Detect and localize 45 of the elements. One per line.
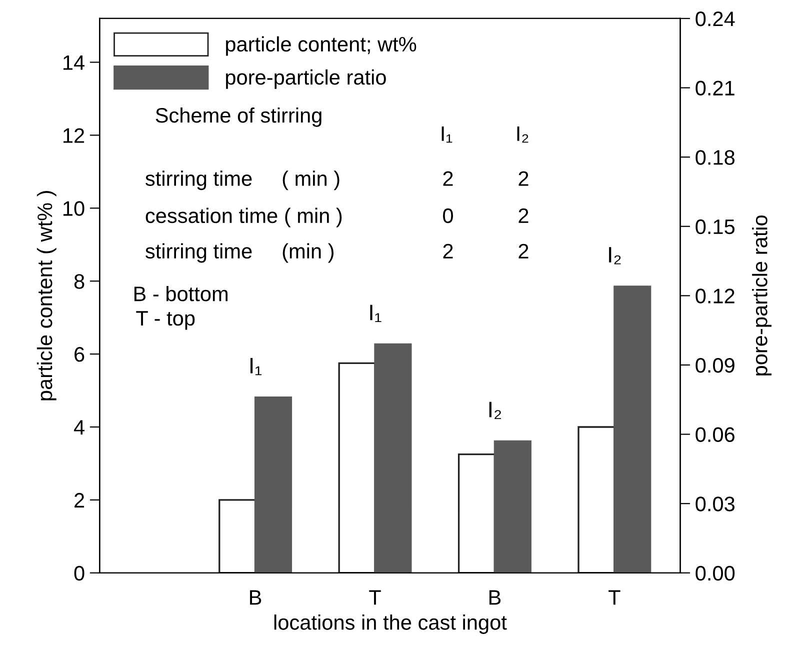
annotation: I₁ [370,304,382,322]
legend-label: particle content; wt% [226,36,416,56]
annotation: I₁ [442,126,452,143]
y-tick-label: 6 [74,347,84,362]
annotation: I₂ [489,402,502,420]
y2-tick-label: 0.15 [696,219,735,234]
annotation: T - top [136,311,195,330]
annotation: stirring time ( min ) [146,170,340,190]
annotation: 2 [443,171,453,186]
y2-tick-label: 0.09 [696,358,734,373]
y2-tick-label: 0.24 [696,11,735,26]
y-axis-title: particle content ( wt% ) [36,191,56,400]
y2-tick-label: 0.06 [696,427,734,442]
y2-tick-label: 0.18 [696,150,734,165]
y-tick-label: 8 [74,274,84,289]
y-tick-label: 14 [64,55,84,70]
y-tick-label: 10 [64,201,84,216]
x-tick-label: B [489,590,501,605]
y2-tick-label: 0.21 [696,80,734,96]
y-tick-label: 2 [74,492,84,508]
y-tick-label: 12 [64,128,84,143]
annotation: 2 [518,244,528,258]
x-axis-title: locations in the cast ingot [274,614,507,634]
y-tick-label: 4 [74,420,84,435]
annotation: 2 [518,171,528,186]
annotation: 2 [443,244,453,258]
annotation: stirring time (min ) [146,243,334,263]
x-tick-label: T [608,590,620,605]
y2-axis-title: pore-particle ratio [752,215,772,376]
x-tick-label: B [250,590,262,605]
annotation: B - bottom [134,286,228,302]
y2-tick-label: 0.00 [696,566,735,581]
annotation: I₁ [250,358,262,376]
bar [254,396,292,573]
annotation: 2 [518,208,528,223]
annotation: 0 [443,208,453,224]
legend-label: pore-particle ratio [226,69,386,89]
x-tick-label: T [369,590,381,605]
annotation: cessation time ( min ) [146,208,342,228]
y2-tick-label: 0.03 [696,496,734,512]
annotation: Scheme of stirring [156,107,322,127]
y2-tick-label: 0.12 [696,288,734,304]
annotation: I₂ [517,126,528,143]
annotation: I₂ [609,247,621,264]
y-tick-label: 0 [74,566,84,581]
